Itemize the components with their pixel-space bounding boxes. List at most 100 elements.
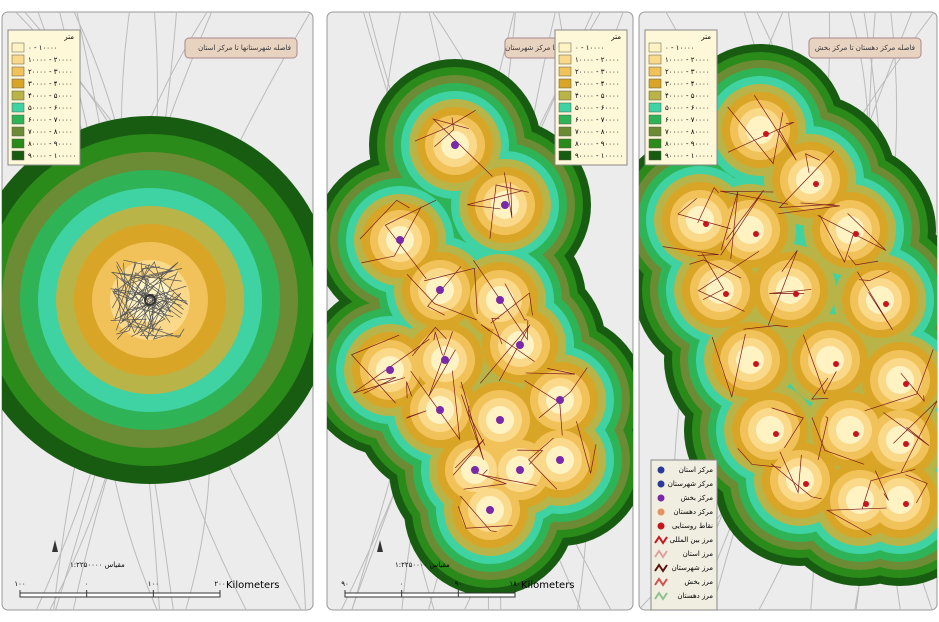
village-center [803,481,809,487]
district-center [471,466,479,474]
boundary [359,199,410,240]
district-center [516,341,524,349]
village-center [903,501,909,507]
village-center [773,431,779,437]
legend-label: ۷۰۰۰۰ - ۸۰۰۰۰ [665,128,710,136]
boundary [861,468,916,509]
legend-label: ۹۰۰۰۰ - ۱۰۰۰۰۰ [665,152,713,160]
boundary [771,407,804,448]
boundary [857,271,893,331]
boundary [125,261,165,304]
district-center [516,466,524,474]
legend-swatch [11,102,25,113]
legend-label: ۳۰۰۰۰ - ۴۰۰۰۰ [665,80,710,88]
legend-swatch [558,126,572,137]
boundary [460,495,497,533]
boundary [406,274,477,321]
legend-swatch [11,78,25,89]
boundary [504,283,527,321]
key-symbol [654,563,668,573]
legend-swatch [648,126,662,137]
village-center [723,291,729,297]
boundary [467,190,524,210]
boundary [457,506,513,529]
distance-zone [756,416,784,444]
boundary [113,272,164,341]
village-center [753,361,759,367]
boundary [727,106,784,165]
boundary [406,381,413,399]
legend-label: ۶۰۰۰۰ - ۷۰۰۰۰ [575,116,620,124]
boundary [517,449,544,465]
legend-label: ۱۰۰۰۰ - ۲۰۰۰۰ [665,56,710,64]
boundary [900,372,925,403]
legend-label: ۳۰۰۰۰ - ۴۰۰۰۰ [28,80,73,88]
boundary [817,416,829,460]
boundary [662,246,719,256]
boundary [778,150,835,209]
legend-label: ۹۰۰۰۰ - ۱۰۰۰۰۰ [575,152,623,160]
key-label: مرکز دهستان [674,508,714,516]
legend-label: ۷۰۰۰۰ - ۸۰۰۰۰ [28,128,73,136]
boundary [116,272,150,301]
boundary [123,259,174,285]
village-center [833,361,839,367]
legend-header: متر [610,33,621,41]
boundary [819,214,855,263]
legend-label: ۶۰۰۰۰ - ۷۰۰۰۰ [665,116,710,124]
boundary [677,198,731,229]
legend-header: متر [700,33,711,41]
boundary [452,439,485,476]
map-title: فاصله شهرستانها تا مرکز استان [198,44,291,52]
legend-swatch [11,138,25,149]
boundary [770,463,822,500]
legend-label: ۵۰۰۰۰ - ۶۰۰۰۰ [575,104,620,112]
scale-tick-label: ۹۰ [341,580,349,588]
legend-label: ۸۰۰۰۰ - ۹۰۰۰۰ [665,140,710,148]
boundary [720,190,764,256]
boundary [905,474,928,504]
boundary [769,289,812,294]
village-center [753,231,759,237]
district-center [386,366,394,374]
village-center [853,231,859,237]
legend-swatch [558,42,572,53]
legend-label: ۵۰۰۰۰ - ۶۰۰۰۰ [28,104,73,112]
boundary [414,110,476,142]
legend-swatch [648,90,662,101]
legend-label: ۴۰۰۰۰ - ۵۰۰۰۰ [665,92,710,100]
legend-swatch [648,114,662,125]
legend-label: ۴۰۰۰۰ - ۵۰۰۰۰ [28,92,73,100]
district-center [556,396,564,404]
map-body [639,12,937,610]
key-label: مرز شهرستان [672,564,714,572]
boundary [361,206,422,264]
district-center [496,416,504,424]
village-center [903,381,909,387]
district-center [436,406,444,414]
boundary [131,272,184,310]
legend-swatch [558,150,572,161]
boundary [711,334,746,399]
key-label: مرکز شهرستان [668,480,713,488]
boundary [864,349,934,412]
scale-tick-label: ۱۰۰ [14,580,25,588]
legend-swatch [648,102,662,113]
map-panel: فاصله مرکز دهستان تا مرکز بخش متر ۰ - ۱۰۰۰… [638,11,938,611]
legend-label: ۲۰۰۰۰ - ۳۰۰۰۰ [28,68,73,76]
boundary [432,118,493,177]
legend-swatch [558,102,572,113]
key-symbol [654,549,668,559]
boundary [412,326,447,357]
boundary [112,290,187,313]
boundary [803,334,837,395]
scale-bar [19,592,221,598]
boundary [120,306,174,317]
district-center [496,296,504,304]
scale-label: مقیاس ۱:۲۲۵۰۰۰۰ [70,561,125,569]
legend-swatch [11,114,25,125]
legend-label: ۰ - ۱۰۰۰۰ [575,44,605,52]
scale-label: مقیاس ۱:۲۲۵۰۰۰۰ [395,561,450,569]
distance-zone [866,286,894,314]
